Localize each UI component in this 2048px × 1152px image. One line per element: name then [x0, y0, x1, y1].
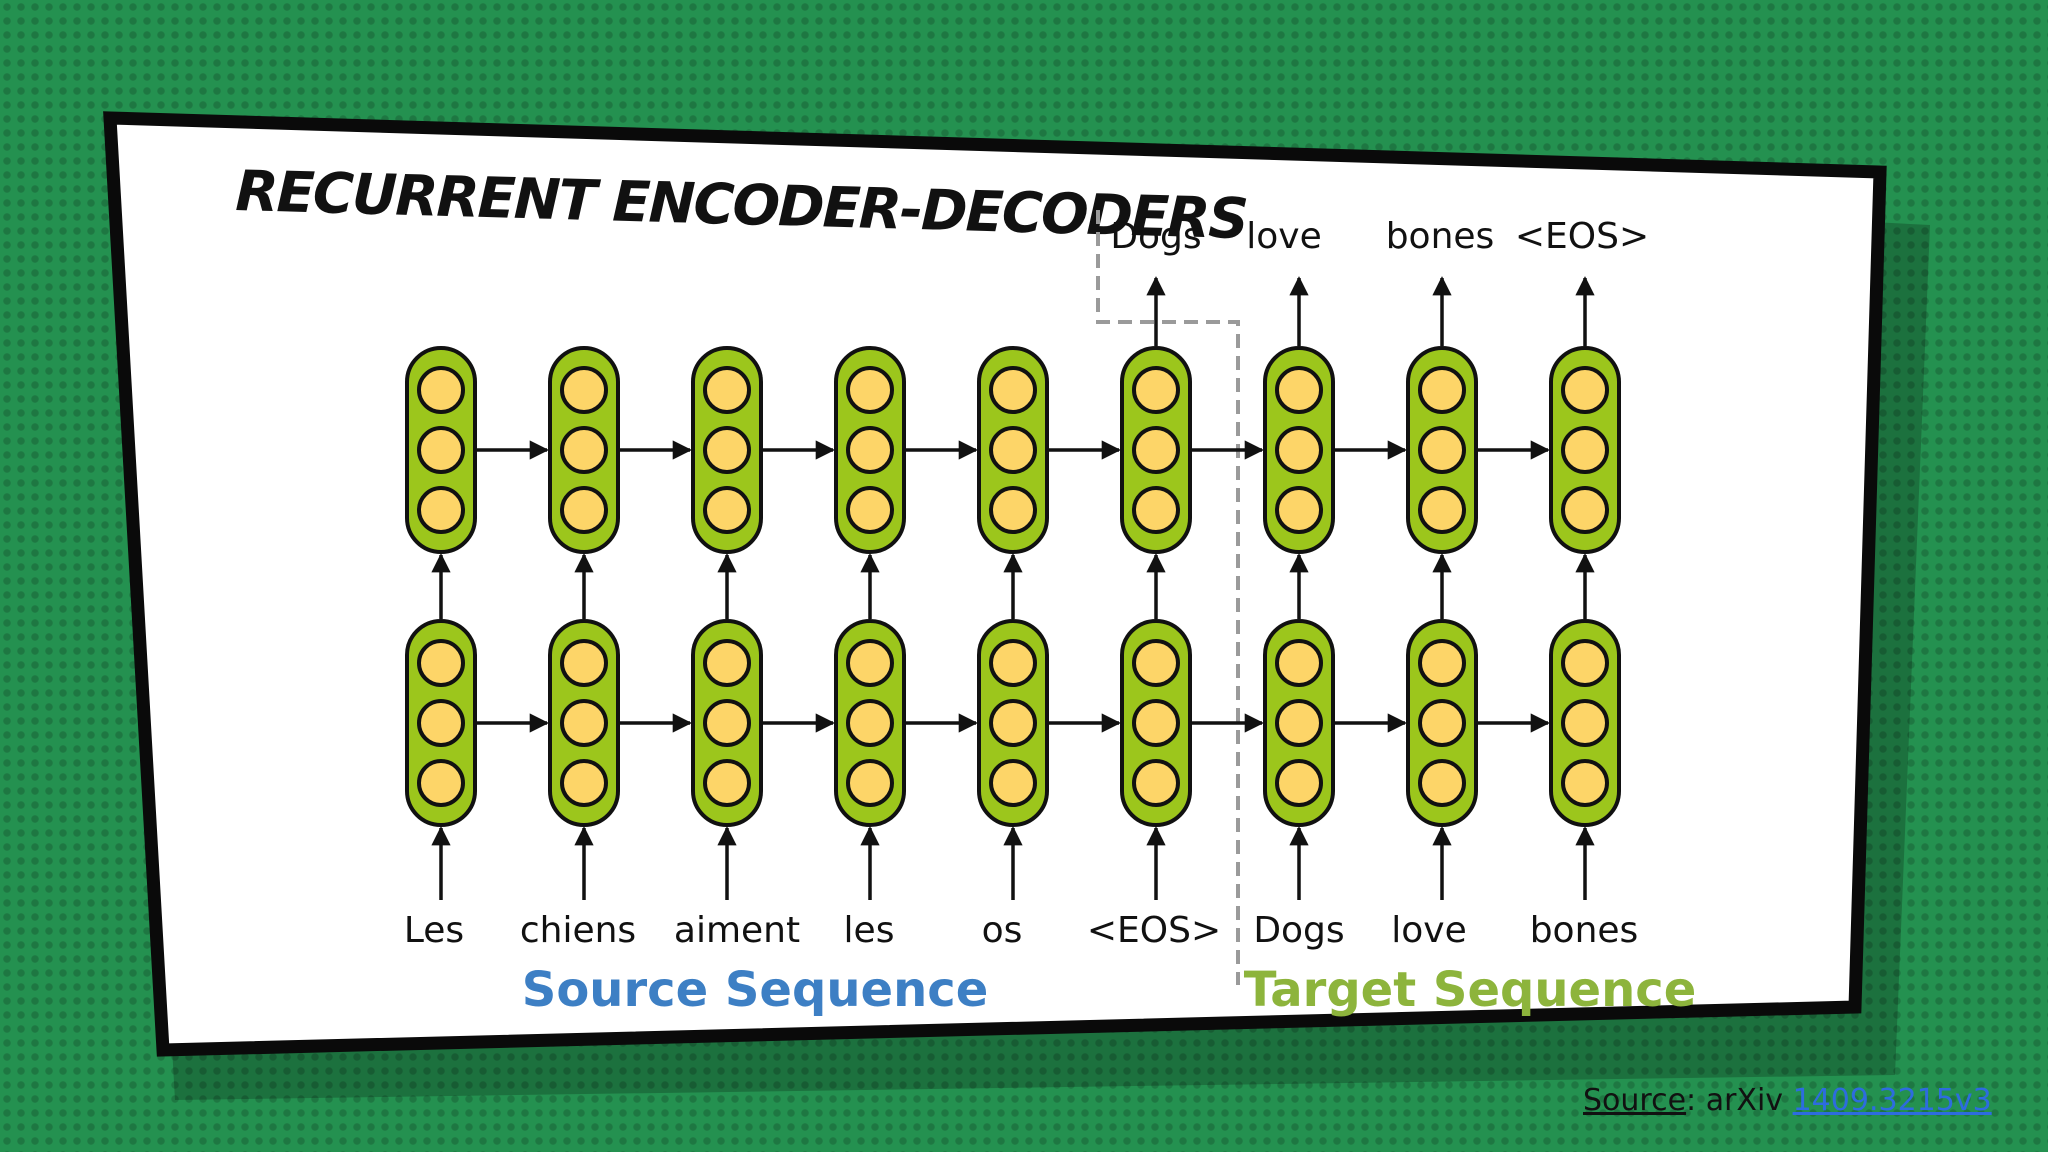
hidden-unit: [1132, 759, 1180, 807]
hidden-unit: [1561, 759, 1609, 807]
hidden-unit: [1561, 639, 1609, 687]
hidden-unit: [846, 699, 894, 747]
rnn-cell: [1406, 346, 1478, 554]
hidden-unit: [1275, 366, 1323, 414]
hidden-unit: [1418, 366, 1466, 414]
input-token: aiment: [674, 910, 800, 951]
output-token: <EOS>: [1515, 216, 1649, 257]
arxiv-link[interactable]: 1409.3215v3: [1792, 1083, 1992, 1118]
input-token: chiens: [520, 910, 636, 951]
target-sequence-label: Target Sequence: [1244, 962, 1697, 1018]
rnn-cell: [1263, 346, 1335, 554]
hidden-unit: [1132, 699, 1180, 747]
hidden-unit: [989, 486, 1037, 534]
hidden-unit: [1275, 426, 1323, 474]
source-note-prefix: Source: [1583, 1083, 1687, 1118]
rnn-cell: [691, 619, 763, 827]
hidden-unit: [417, 426, 465, 474]
rnn-cell: [1263, 619, 1335, 827]
hidden-unit: [1132, 366, 1180, 414]
hidden-unit: [560, 486, 608, 534]
hidden-unit: [703, 759, 751, 807]
rnn-cell: [1549, 619, 1621, 827]
hidden-unit: [1418, 699, 1466, 747]
hidden-unit: [1561, 699, 1609, 747]
rnn-cell: [834, 619, 906, 827]
hidden-unit: [989, 426, 1037, 474]
rnn-cell: [834, 346, 906, 554]
hidden-unit: [846, 759, 894, 807]
hidden-unit: [989, 366, 1037, 414]
hidden-unit: [560, 426, 608, 474]
hidden-unit: [846, 639, 894, 687]
rnn-cell: [1120, 619, 1192, 827]
output-token: bones: [1386, 216, 1495, 257]
output-token: love: [1246, 216, 1321, 257]
hidden-unit: [1418, 639, 1466, 687]
hidden-unit: [846, 486, 894, 534]
hidden-unit: [703, 639, 751, 687]
hidden-unit: [846, 366, 894, 414]
hidden-unit: [1132, 639, 1180, 687]
rnn-cell: [405, 346, 477, 554]
rnn-cell: [548, 346, 620, 554]
hidden-unit: [560, 366, 608, 414]
hidden-unit: [1275, 486, 1323, 534]
rnn-cell: [1120, 346, 1192, 554]
hidden-unit: [417, 486, 465, 534]
source-note-middle: : arXiv: [1686, 1083, 1793, 1118]
hidden-unit: [989, 699, 1037, 747]
hidden-unit: [1132, 426, 1180, 474]
hidden-unit: [560, 759, 608, 807]
hidden-unit: [417, 366, 465, 414]
output-token: Dogs: [1110, 216, 1201, 257]
rnn-cell: [691, 346, 763, 554]
hidden-unit: [1275, 639, 1323, 687]
hidden-unit: [703, 366, 751, 414]
hidden-unit: [703, 486, 751, 534]
arrows-layer: [431, 276, 1595, 900]
hidden-unit: [560, 699, 608, 747]
cells-layer: [405, 346, 1621, 827]
input-token: <EOS>: [1087, 910, 1221, 951]
input-token: Dogs: [1253, 910, 1344, 951]
hidden-unit: [417, 699, 465, 747]
rnn-cell: [977, 346, 1049, 554]
rnn-cell: [548, 619, 620, 827]
labels-layer: Les chiens aiment les os <EOS> Dogs love bones Do…: [404, 216, 1649, 951]
source-note: Source: arXiv 1409.3215v3: [1583, 1083, 1992, 1123]
hidden-unit: [417, 759, 465, 807]
hidden-unit: [1561, 366, 1609, 414]
hidden-unit: [560, 639, 608, 687]
hidden-unit: [703, 699, 751, 747]
hidden-unit: [989, 639, 1037, 687]
hidden-unit: [1561, 426, 1609, 474]
source-sequence-label: Source Sequence: [522, 962, 989, 1018]
hidden-unit: [1418, 426, 1466, 474]
input-token: Les: [404, 910, 464, 951]
rnn-cell: [405, 619, 477, 827]
input-token: bones: [1530, 910, 1639, 951]
hidden-unit: [1132, 486, 1180, 534]
hidden-unit: [703, 426, 751, 474]
boundary-line: [1096, 210, 1240, 985]
hidden-unit: [1418, 759, 1466, 807]
input-token: les: [844, 910, 895, 951]
rnn-cell: [1549, 346, 1621, 554]
hidden-unit: [417, 639, 465, 687]
hidden-unit: [846, 426, 894, 474]
rnn-cell: [977, 619, 1049, 827]
rnn-cell: [1406, 619, 1478, 827]
hidden-unit: [1275, 759, 1323, 807]
hidden-unit: [989, 759, 1037, 807]
input-token: love: [1391, 910, 1466, 951]
hidden-unit: [1418, 486, 1466, 534]
hidden-unit: [1561, 486, 1609, 534]
hidden-unit: [1275, 699, 1323, 747]
input-token: os: [982, 910, 1023, 951]
